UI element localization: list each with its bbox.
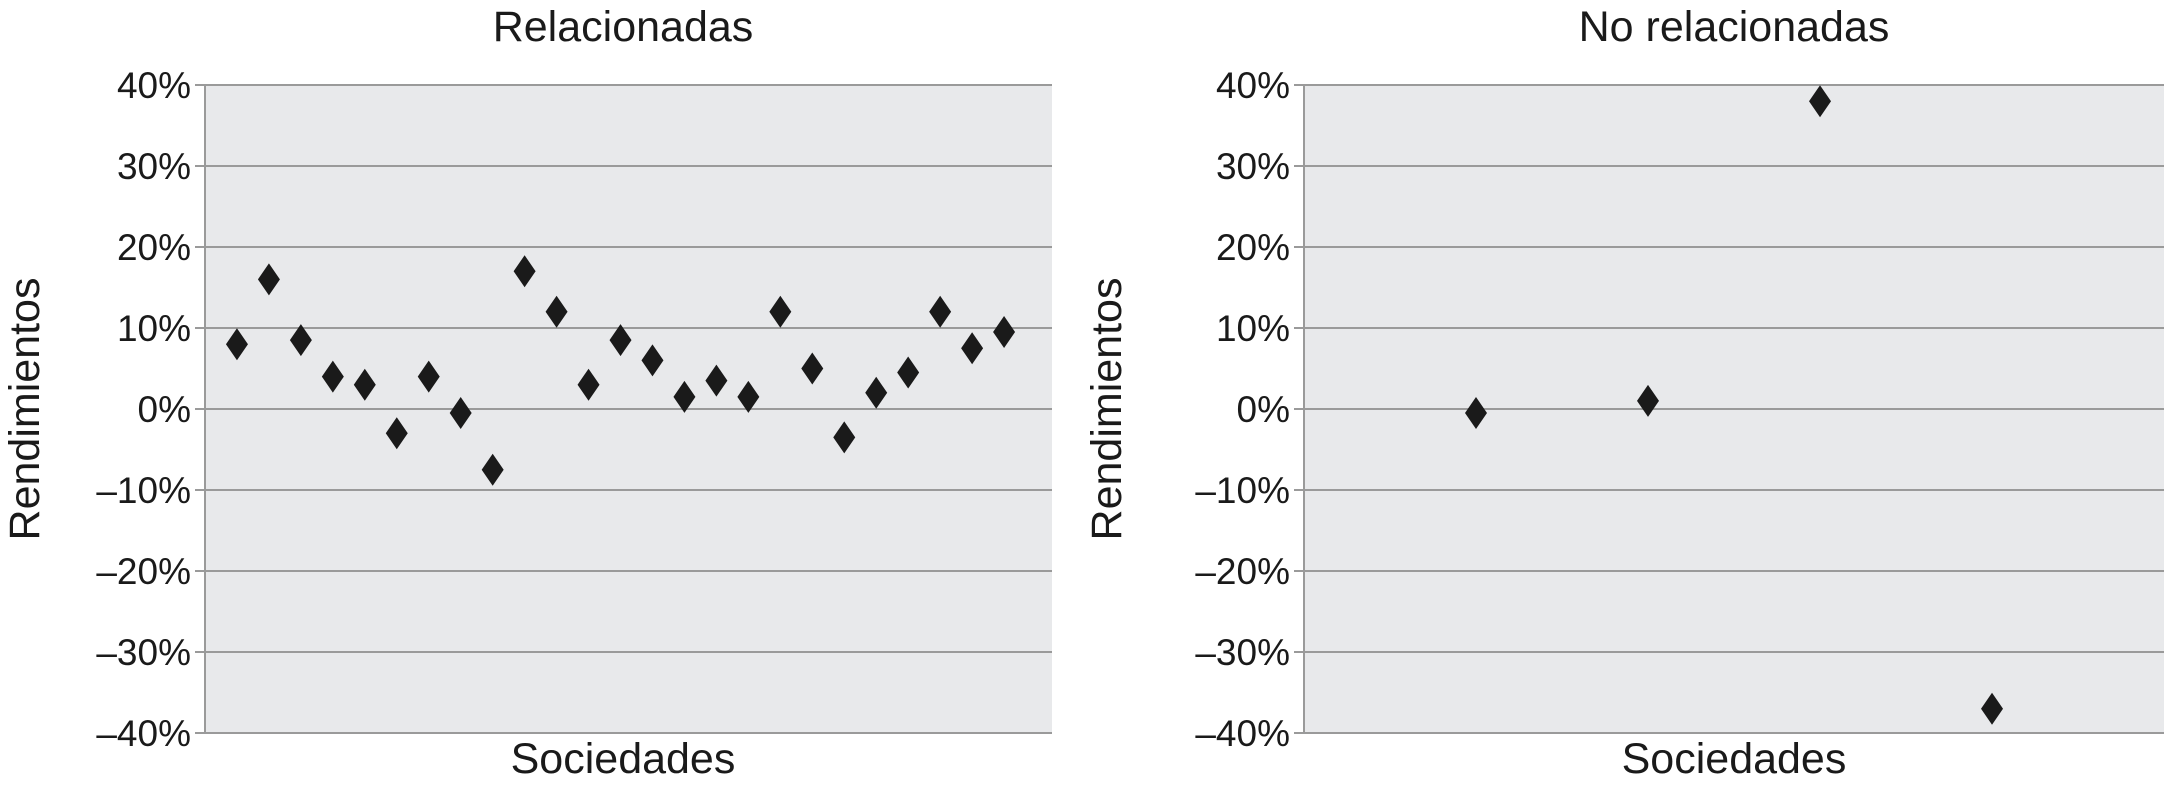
data-point xyxy=(225,328,248,361)
data-point xyxy=(1981,692,2003,725)
scatter-plot: 40% 30% 20% 10% 0% –10% –20% –30% –40% xyxy=(1195,65,2164,754)
data-point xyxy=(289,324,312,357)
data-point xyxy=(993,316,1016,349)
scatter-plot: 40% 30% 20% 10% 0% –10% –20% –30% –40% xyxy=(96,65,1052,754)
data-point xyxy=(897,356,920,389)
chart-title: Relacionadas xyxy=(492,3,754,51)
y-tick-label: –20% xyxy=(1195,551,1290,592)
data-point xyxy=(737,380,760,413)
data-point xyxy=(385,417,408,450)
data-point xyxy=(929,295,952,328)
data-point xyxy=(257,263,280,296)
y-tick-label: –30% xyxy=(1195,632,1290,673)
data-point xyxy=(1637,384,1659,417)
y-tick-label: 20% xyxy=(117,227,191,268)
y-tick-label: 10% xyxy=(1216,308,1290,349)
data-point xyxy=(513,255,536,288)
data-point xyxy=(609,324,632,357)
y-tick-label: 10% xyxy=(117,308,191,349)
y-tick-label: 40% xyxy=(117,65,191,106)
chart-title: No relacionadas xyxy=(1578,3,1890,51)
chart-panel-relacionadas: Relacionadas Rendimientos Sociedades 40%… xyxy=(1,3,1052,783)
y-tick-label: –40% xyxy=(96,713,191,754)
data-point xyxy=(961,332,984,365)
data-point xyxy=(673,380,696,413)
y-tick-label: 30% xyxy=(117,146,191,187)
data-point xyxy=(417,360,440,393)
y-tick-label: –10% xyxy=(1195,470,1290,511)
y-tick-label: 0% xyxy=(138,389,191,430)
y-tick-label: 40% xyxy=(1216,65,1290,106)
data-point xyxy=(801,352,824,385)
data-point xyxy=(481,453,504,486)
x-axis-label: Sociedades xyxy=(510,735,736,783)
y-tick-label: –10% xyxy=(96,470,191,511)
data-point xyxy=(1465,397,1487,430)
data-point xyxy=(705,364,728,397)
data-point xyxy=(577,368,600,401)
data-point xyxy=(545,295,568,328)
y-tick-label: –30% xyxy=(96,632,191,673)
data-point xyxy=(449,397,472,430)
data-point xyxy=(641,344,664,377)
data-point xyxy=(321,360,344,393)
chart-panel-no-relacionadas: No relacionadas Rendimientos Sociedades … xyxy=(1082,0,2164,789)
data-point xyxy=(353,368,376,401)
y-tick-label: 20% xyxy=(1216,227,1290,268)
data-point xyxy=(769,295,792,328)
x-axis-label: Sociedades xyxy=(1621,735,1847,783)
data-point xyxy=(865,376,888,409)
data-point xyxy=(833,421,856,454)
data-point xyxy=(1809,85,1831,118)
y-tick-label: –40% xyxy=(1195,713,1290,754)
y-tick-label: 0% xyxy=(1237,389,1290,430)
y-tick-label: 30% xyxy=(1216,146,1290,187)
y-tick-label: –20% xyxy=(96,551,191,592)
